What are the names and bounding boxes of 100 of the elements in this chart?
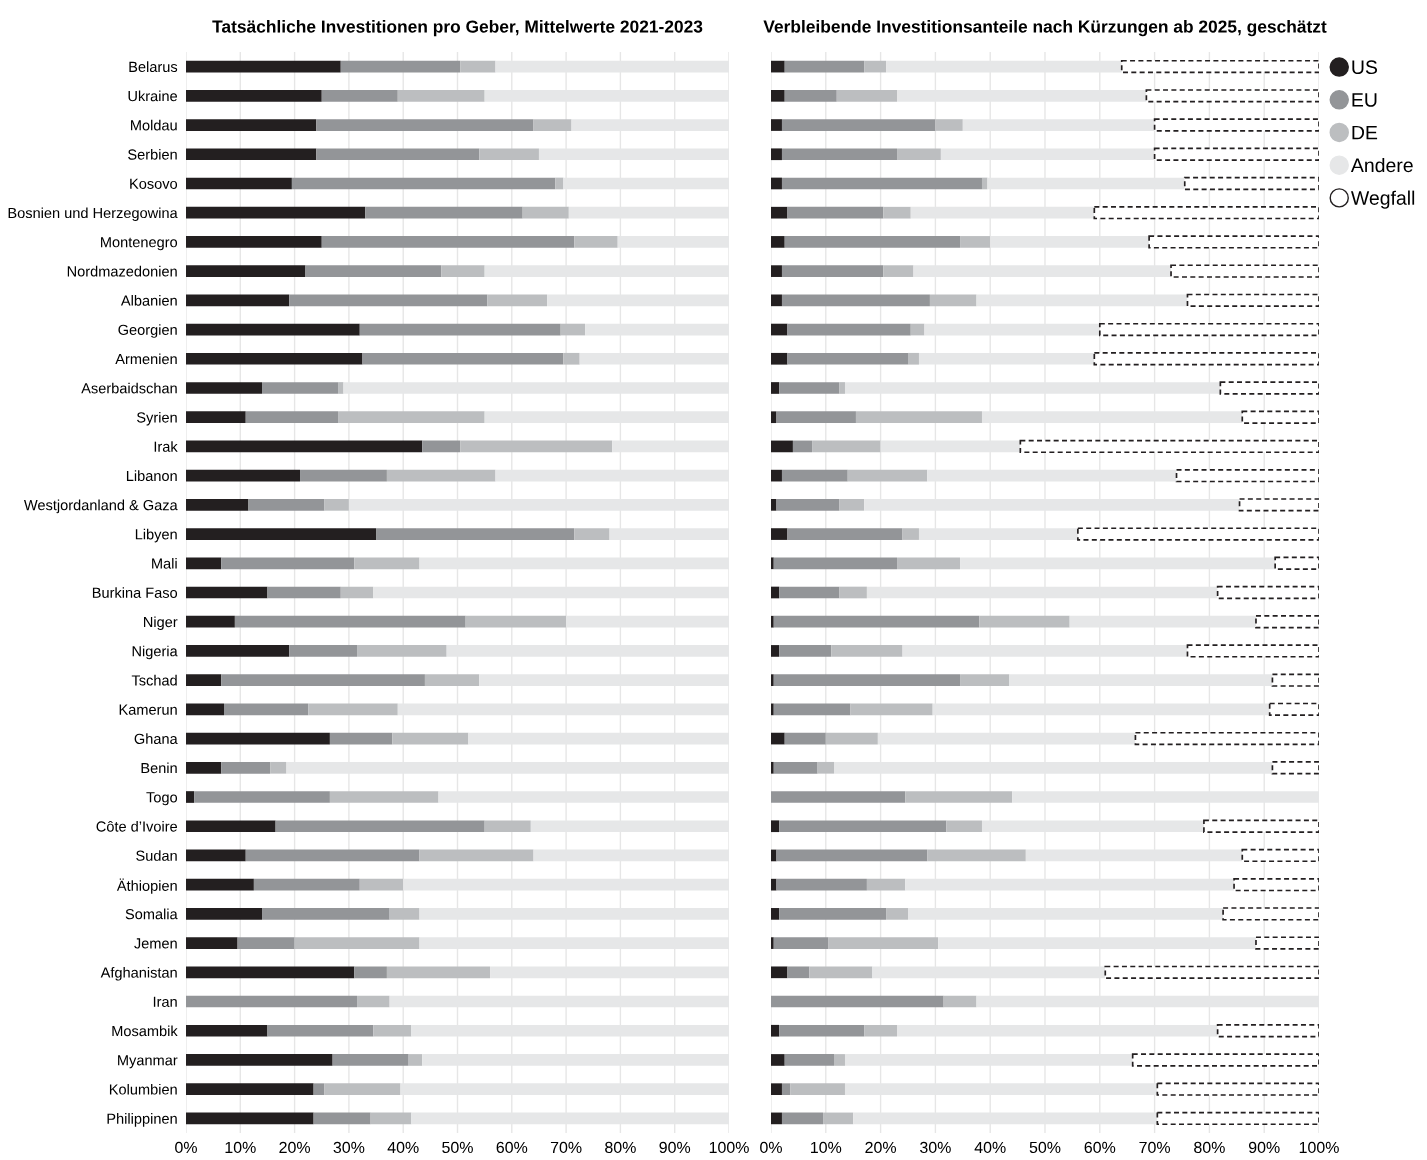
x-tick-label: 10%	[811, 1141, 842, 1154]
bar	[847, 469, 928, 482]
bar	[186, 206, 366, 219]
bar	[460, 440, 613, 453]
bar	[839, 499, 865, 511]
bar	[186, 236, 322, 248]
bar	[354, 966, 387, 979]
bar	[787, 528, 903, 540]
bar	[1131, 1053, 1319, 1067]
bar	[779, 645, 832, 657]
bar	[828, 937, 939, 949]
x-tick-label: 40%	[974, 1141, 1006, 1154]
bar	[1241, 848, 1319, 863]
bar	[781, 1112, 824, 1125]
y-tick-label: Belarus	[129, 61, 178, 73]
y-tick-label: Kolumbien	[109, 1083, 177, 1095]
bar	[555, 177, 564, 190]
bar	[186, 820, 276, 833]
bar	[787, 206, 884, 219]
bar	[771, 645, 780, 657]
bar	[186, 703, 225, 716]
bar	[883, 206, 911, 219]
y-tick-label: Sudan	[136, 850, 177, 861]
bar	[357, 645, 447, 657]
bar	[186, 761, 222, 774]
y-tick-label: Benin	[141, 762, 177, 774]
bar	[771, 995, 944, 1008]
bar	[186, 148, 317, 161]
bar	[1274, 556, 1319, 570]
bar	[370, 1112, 412, 1125]
y-tick-label: Togo	[146, 792, 178, 806]
bar	[221, 674, 425, 686]
bar	[574, 528, 610, 540]
y-tick-label: Moldau	[131, 119, 177, 131]
bar	[237, 937, 295, 949]
bar	[771, 148, 782, 161]
chart-title: Tatsächliche Investitionen pro Geber, Mittelwerte 2021-2023	[212, 19, 703, 37]
bar	[1077, 527, 1319, 541]
bar	[836, 89, 898, 102]
bar	[186, 674, 222, 686]
bar	[784, 1054, 835, 1066]
bar	[340, 60, 461, 73]
bar	[790, 1083, 845, 1096]
bar	[771, 878, 777, 891]
bar	[574, 236, 618, 248]
bar	[781, 1083, 791, 1096]
bar	[787, 323, 911, 336]
bar	[771, 469, 782, 482]
chart-title: Verbleibende Investitionsanteile nach Kürzungen ab 2025, geschätzt	[763, 19, 1327, 37]
bar	[186, 878, 254, 891]
bar	[1148, 235, 1319, 249]
bar	[324, 1083, 401, 1096]
bar	[316, 119, 534, 131]
bar	[779, 382, 840, 394]
bar	[533, 119, 572, 131]
y-tick-label: Libyen	[135, 528, 177, 543]
bar	[386, 469, 496, 482]
bar	[946, 820, 982, 833]
bar	[776, 411, 856, 424]
y-tick-label: Nordmazedonien	[67, 265, 177, 277]
bar	[522, 206, 569, 219]
bar	[186, 177, 292, 190]
bar	[935, 119, 963, 131]
bar	[771, 382, 780, 394]
y-tick-label: Äthiopien	[116, 878, 177, 894]
bar	[186, 469, 301, 482]
bar	[1093, 206, 1319, 220]
bar	[224, 703, 309, 716]
bar	[784, 89, 837, 102]
bar	[186, 966, 355, 979]
bar	[359, 878, 404, 891]
bar	[771, 703, 774, 716]
bar	[419, 849, 534, 862]
bar	[186, 937, 238, 949]
y-tick-label: Armenien	[115, 353, 177, 365]
bar	[784, 732, 826, 745]
bar	[408, 1054, 423, 1066]
bar	[771, 352, 788, 365]
bar	[1255, 936, 1319, 950]
bar	[186, 499, 249, 511]
bar	[787, 352, 908, 365]
bar	[784, 60, 865, 73]
bar	[324, 499, 349, 511]
bar	[1175, 468, 1319, 483]
bar	[386, 966, 491, 979]
y-tick-label: Bosnien und Herzegowina	[8, 207, 178, 221]
bar	[1216, 585, 1319, 600]
bar	[186, 352, 363, 365]
bar	[773, 937, 829, 949]
x-tick-label: 20%	[279, 1141, 311, 1154]
bar	[376, 528, 575, 540]
y-tick-label: Jemen	[134, 938, 177, 949]
bar	[479, 148, 539, 161]
legend-label: US	[1352, 60, 1378, 75]
bar	[563, 352, 580, 365]
legend-label: EU	[1352, 93, 1377, 107]
bar	[812, 440, 881, 453]
bar	[792, 440, 813, 453]
bar	[397, 89, 485, 102]
bar	[465, 615, 567, 628]
